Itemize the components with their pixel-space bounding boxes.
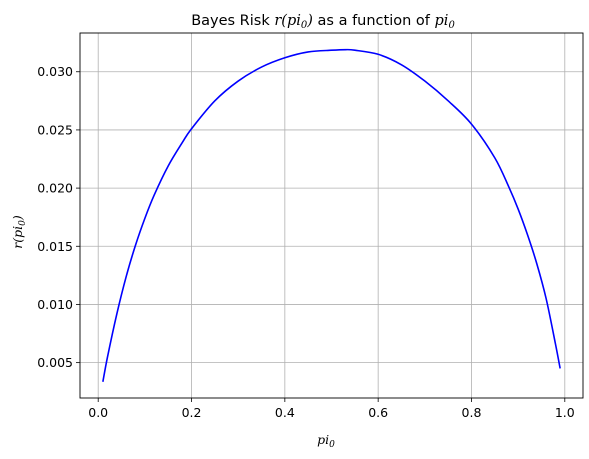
x-tick-label: 0.4 — [275, 405, 295, 420]
x-tick-label: 0.0 — [88, 405, 108, 420]
y-axis-label: r(pi0) — [10, 215, 28, 249]
title-middle: as a function of — [313, 13, 435, 29]
x-axis-label-sub: 0 — [329, 440, 335, 450]
y-tick-label: 0.020 — [37, 181, 73, 196]
grid-lines — [80, 33, 583, 398]
y-tick-label: 0.005 — [37, 355, 73, 370]
y-tick-label: 0.030 — [37, 64, 73, 79]
y-axis-label-end: ) — [10, 215, 25, 221]
x-tick-label: 0.8 — [462, 405, 482, 420]
x-axis-label-base: pi — [317, 432, 329, 447]
chart-title: Bayes Risk r(pi0) as a function of pi0 — [191, 13, 455, 31]
y-axis-ticks: 0.005 0.010 0.015 0.020 0.025 0.030 — [37, 64, 80, 370]
y-tick-label: 0.015 — [37, 239, 73, 254]
y-tick-label: 0.010 — [37, 297, 73, 312]
title-math1-end: ) — [306, 13, 313, 29]
title-math2-base: pi — [435, 13, 449, 29]
x-tick-label: 0.6 — [368, 405, 388, 420]
title-math1-base: r(pi — [274, 13, 301, 29]
series-group — [102, 48, 561, 382]
x-tick-label: 1.0 — [555, 405, 575, 420]
y-axis-label-base: r(pi — [10, 226, 25, 249]
y-tick-label: 0.025 — [37, 122, 73, 137]
title-prefix: Bayes Risk — [191, 13, 274, 29]
x-axis-ticks: 0.0 0.2 0.4 0.6 0.8 1.0 — [88, 398, 575, 420]
title-math2-sub: 0 — [448, 20, 455, 31]
x-tick-label: 0.2 — [182, 405, 202, 420]
y-axis-label-sub: 0 — [18, 220, 28, 226]
series-line — [102, 48, 561, 382]
title-math1-sub: 0 — [301, 20, 308, 31]
x-axis-label: pi0 — [317, 432, 335, 450]
plot-frame — [79, 32, 584, 399]
